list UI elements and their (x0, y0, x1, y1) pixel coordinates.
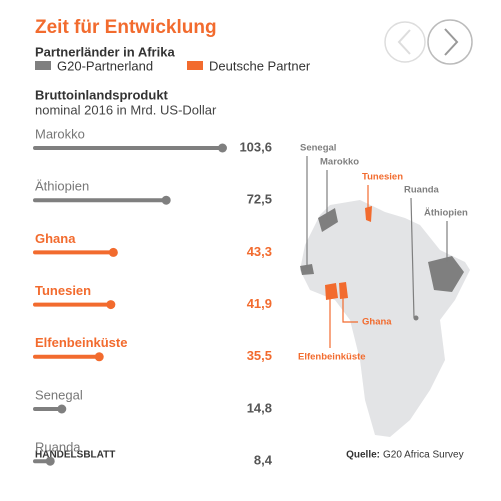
map-label: Äthiopien (424, 208, 468, 219)
bar-end (217, 143, 227, 153)
highlight-aethiopien (428, 256, 464, 292)
subtitle: Partnerländer in Afrika (35, 44, 175, 59)
highlight-ghana (339, 282, 348, 299)
category-label: Ruanda (35, 440, 81, 455)
publisher: HANDELSBLATT (35, 450, 115, 461)
value-label: 43,3 (247, 244, 272, 259)
highlight-senegal (300, 264, 314, 275)
value-label: 41,9 (247, 296, 272, 311)
measure-title: Bruttoinlandsprodukt (35, 87, 169, 102)
legend-swatch (35, 61, 51, 70)
bar-end (108, 247, 118, 257)
category-label: Senegal (35, 387, 83, 402)
measure-subtitle: nominal 2016 in Mrd. US-Dollar (35, 102, 217, 117)
bar-end (57, 404, 67, 414)
bar-end (161, 195, 171, 205)
map-label: Senegal (300, 143, 336, 154)
source: G20 Africa Survey (383, 450, 464, 461)
bar-end (45, 456, 55, 466)
category-label: Ghana (35, 231, 76, 246)
category-label: Elfenbeinküste (35, 335, 127, 350)
map-label: Ruanda (404, 185, 440, 196)
legend-label: G20-Partnerland (57, 58, 153, 73)
legend-label: Deutsche Partner (209, 58, 311, 73)
nav-prev[interactable] (384, 21, 426, 63)
category-label: Marokko (35, 126, 85, 141)
value-label: 72,5 (247, 192, 272, 207)
value-label: 8,4 (254, 453, 273, 468)
highlight-marokko (318, 208, 338, 232)
map-label: Ghana (362, 317, 392, 328)
map-label: Marokko (320, 157, 359, 168)
source-label: Quelle: (346, 450, 380, 461)
map-label: Tunesien (362, 172, 403, 183)
bar-end (94, 352, 104, 362)
highlight-tunesien (365, 206, 372, 222)
legend-swatch (187, 61, 203, 70)
leader-lines (306, 156, 448, 348)
value-label: 35,5 (247, 348, 272, 363)
category-label: Äthiopien (35, 179, 89, 194)
chart-title: Zeit für Entwicklung (35, 17, 217, 38)
value-label: 14,8 (247, 400, 272, 415)
nav-next[interactable] (427, 19, 473, 65)
highlight-ruanda (413, 315, 419, 321)
value-label: 103,6 (239, 139, 272, 154)
highlight-elfenbeinkueste (325, 283, 338, 300)
bar-end (106, 300, 116, 310)
map-label: Elfenbeinküste (298, 352, 366, 363)
category-label: Tunesien (35, 283, 91, 298)
africa-map (300, 200, 470, 437)
